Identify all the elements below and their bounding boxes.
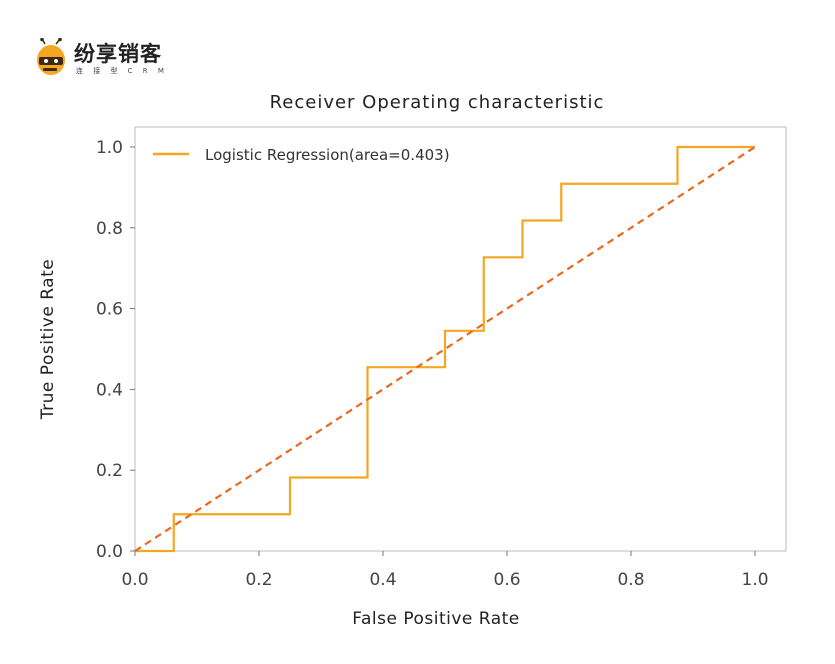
x-tick-label: 0.8 (617, 570, 644, 590)
x-tick-label: 0.6 (493, 570, 520, 590)
x-axis-label: False Positive Rate (352, 609, 520, 629)
y-tick-label: 1.0 (96, 138, 123, 158)
y-axis-label: True Positive Rate (38, 259, 58, 420)
brand-tagline: 连 接 型 C R M (76, 67, 168, 75)
x-tick-label: 0.4 (369, 570, 396, 590)
y-axis: 0.0 0.2 0.4 0.6 0.8 1.0 (96, 138, 135, 562)
y-tick-label: 0.8 (96, 219, 123, 239)
legend-label: Logistic Regression(area=0.403) (205, 146, 450, 164)
y-tick-label: 0.0 (96, 542, 123, 562)
x-tick-label: 1.0 (741, 570, 768, 590)
brand-logo: 纷享销客 连 接 型 C R M (34, 38, 184, 82)
y-tick-label: 0.6 (96, 300, 123, 320)
chart-title: Receiver Operating characteristic (270, 92, 605, 113)
bee-mascot-icon (37, 38, 65, 75)
roc-curve-line (135, 145, 755, 553)
y-tick-label: 0.2 (96, 461, 123, 481)
series-layer (134, 145, 756, 553)
x-axis: 0.0 0.2 0.4 0.6 0.8 1.0 (121, 551, 769, 590)
legend: Logistic Regression(area=0.403) (153, 146, 450, 164)
y-tick-label: 0.4 (96, 380, 123, 400)
brand-name: 纷享销客 (74, 42, 162, 66)
plot-frame (134, 126, 787, 552)
chance-diagonal-line (134, 146, 756, 552)
x-tick-label: 0.0 (121, 570, 148, 590)
x-tick-label: 0.2 (245, 570, 272, 590)
